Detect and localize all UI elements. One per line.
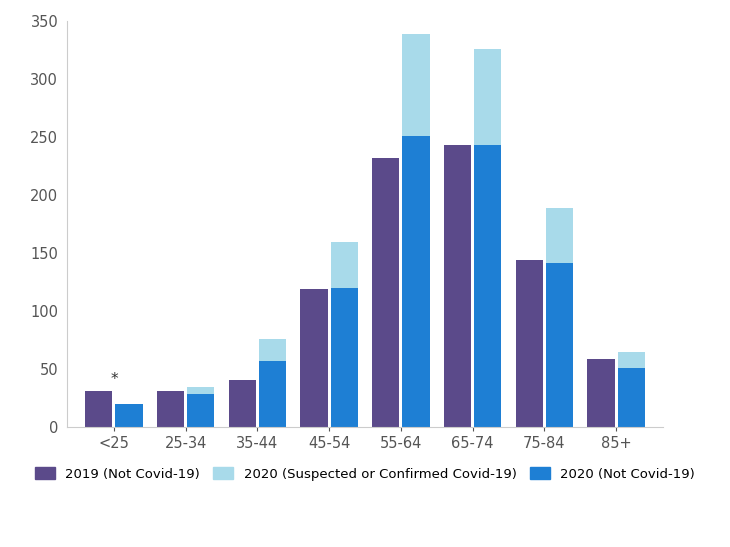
Bar [515, 260, 543, 427]
Bar [301, 289, 328, 427]
Bar [372, 158, 399, 427]
Bar [331, 242, 358, 288]
Bar [259, 361, 286, 427]
Bar [331, 288, 358, 427]
Bar [444, 146, 471, 427]
Bar [474, 146, 502, 427]
Legend: 2019 (Not Covid-19), 2020 (Suspected or Confirmed Covid-19), 2020 (Not Covid-19): 2019 (Not Covid-19), 2020 (Suspected or … [30, 462, 700, 486]
Bar [618, 352, 645, 368]
Bar [228, 380, 256, 427]
Bar [115, 404, 142, 427]
Bar [187, 394, 215, 427]
Bar [259, 339, 286, 361]
Text: *: * [110, 372, 118, 387]
Bar [588, 359, 615, 427]
Bar [157, 392, 184, 427]
Bar [546, 208, 573, 263]
Bar [618, 368, 645, 427]
Bar [85, 392, 112, 427]
Bar [402, 136, 429, 427]
Bar [187, 387, 215, 394]
Bar [546, 263, 573, 427]
Bar [474, 49, 502, 146]
Bar [402, 34, 429, 136]
